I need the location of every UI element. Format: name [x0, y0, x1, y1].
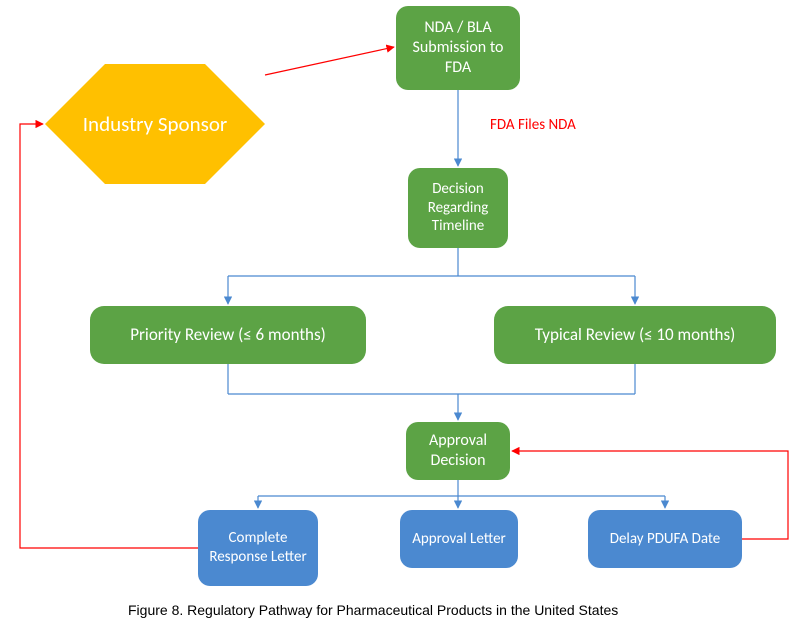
- node-priority-review: Priority Review (≤ 6 months): [90, 306, 366, 364]
- node-label: Approval Decision: [416, 431, 500, 471]
- node-decision-timeline: Decision Regarding Timeline: [408, 168, 508, 248]
- node-label: NDA / BLA Submission to FDA: [406, 18, 510, 78]
- node-typical-review: Typical Review (≤ 10 months): [494, 306, 776, 364]
- node-industry-sponsor: Industry Sponsor: [45, 64, 265, 184]
- node-label: Priority Review (≤ 6 months): [130, 324, 326, 345]
- node-label: Typical Review (≤ 10 months): [535, 324, 736, 345]
- node-submission: NDA / BLA Submission to FDA: [396, 6, 520, 90]
- node-label: Decision Regarding Timeline: [418, 180, 498, 236]
- node-complete-response-letter: Complete Response Letter: [198, 510, 318, 586]
- flowchart-stage: NDA / BLA Submission to FDA Decision Reg…: [0, 0, 809, 630]
- edge-label-fda-files: FDA Files NDA: [490, 116, 576, 134]
- edge-sponsor-to-submission: [265, 47, 394, 75]
- node-label: Industry Sponsor: [83, 111, 227, 137]
- node-approval-decision: Approval Decision: [406, 422, 510, 480]
- node-label: Delay PDUFA Date: [610, 530, 721, 549]
- figure-caption: Figure 8. Regulatory Pathway for Pharmac…: [128, 602, 618, 618]
- node-label: Complete Response Letter: [208, 529, 308, 567]
- node-label: Approval Letter: [412, 530, 506, 549]
- node-approval-letter: Approval Letter: [400, 510, 518, 568]
- node-delay-pdufa: Delay PDUFA Date: [588, 510, 742, 568]
